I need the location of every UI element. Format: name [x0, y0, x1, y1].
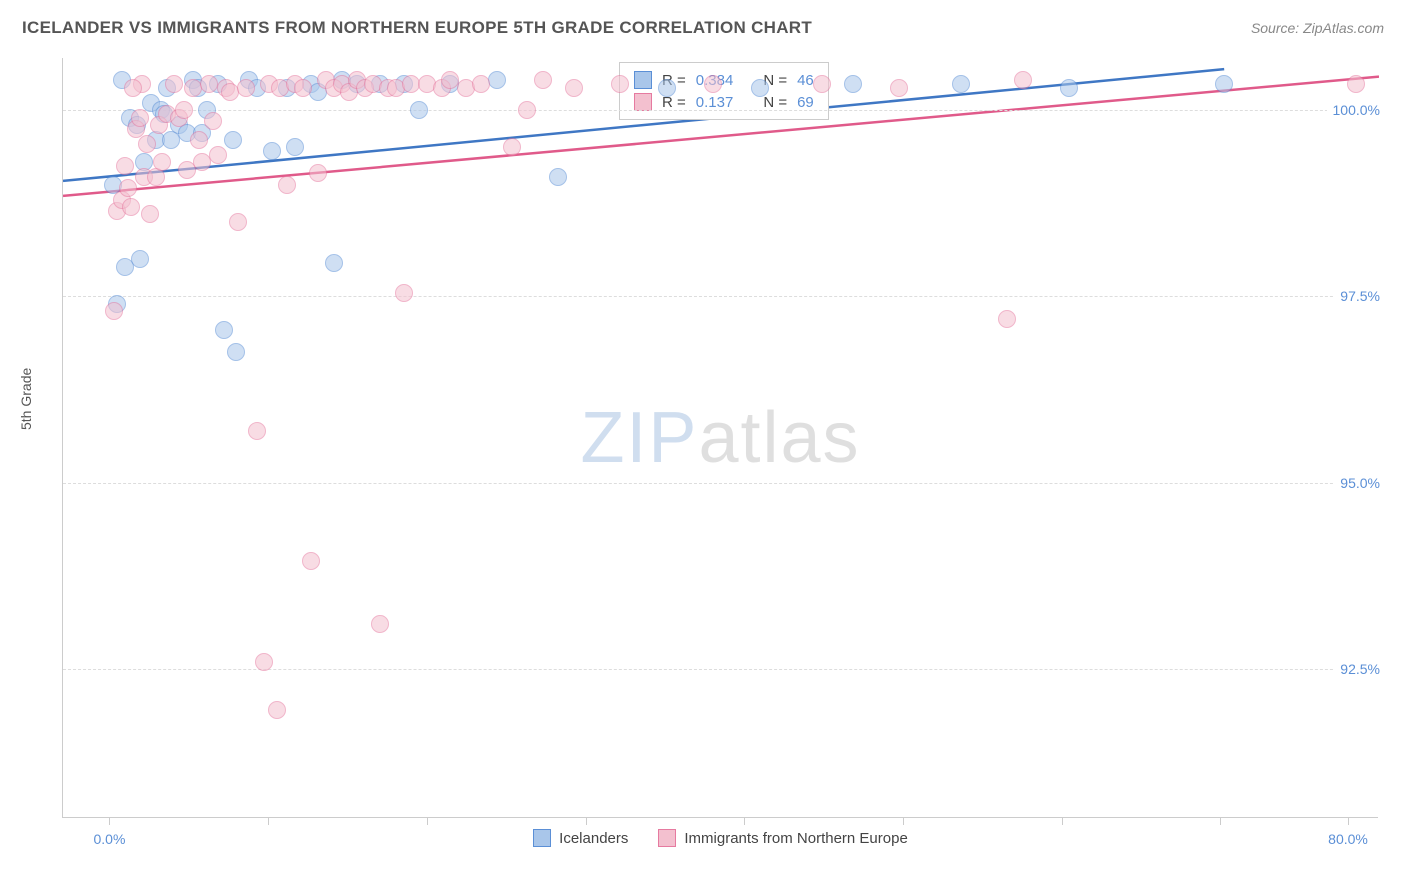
x-tick — [586, 817, 587, 825]
watermark: ZIPatlas — [580, 397, 860, 479]
data-point-immigrants — [105, 302, 123, 320]
legend-swatch-icelanders — [533, 829, 551, 847]
watermark-zip: ZIP — [580, 398, 698, 478]
correlation-legend: R =0.384N =46R =0.137N =69 — [619, 62, 829, 120]
data-point-icelanders — [224, 131, 242, 149]
data-point-immigrants — [138, 135, 156, 153]
x-tick — [427, 817, 428, 825]
gridline-h — [63, 483, 1378, 484]
data-point-icelanders — [952, 75, 970, 93]
data-point-immigrants — [116, 157, 134, 175]
data-point-immigrants — [611, 75, 629, 93]
data-point-immigrants — [200, 75, 218, 93]
r-value: 0.137 — [696, 94, 734, 111]
data-point-immigrants — [1347, 75, 1365, 93]
data-point-immigrants — [268, 701, 286, 719]
swatch-icelanders — [634, 71, 652, 89]
data-point-immigrants — [998, 310, 1016, 328]
y-tick-label: 97.5% — [1334, 288, 1380, 304]
x-tick — [1220, 817, 1221, 825]
legend-item-immigrants[interactable]: Immigrants from Northern Europe — [658, 829, 907, 847]
data-point-icelanders — [488, 71, 506, 89]
data-point-immigrants — [209, 146, 227, 164]
data-point-immigrants — [309, 164, 327, 182]
data-point-immigrants — [704, 75, 722, 93]
n-label: N = — [763, 94, 787, 111]
scatter-plot: ZIPatlas R =0.384N =46R =0.137N =69 Icel… — [62, 58, 1378, 818]
data-point-icelanders — [844, 75, 862, 93]
data-point-immigrants — [237, 79, 255, 97]
data-point-icelanders — [227, 343, 245, 361]
legend-label: Icelanders — [559, 830, 628, 847]
y-tick-label: 95.0% — [1334, 475, 1380, 491]
data-point-immigrants — [813, 75, 831, 93]
data-point-icelanders — [658, 79, 676, 97]
data-point-immigrants — [141, 205, 159, 223]
data-point-icelanders — [215, 321, 233, 339]
data-point-immigrants — [890, 79, 908, 97]
legend-swatch-immigrants — [658, 829, 676, 847]
data-point-immigrants — [371, 615, 389, 633]
data-point-icelanders — [1215, 75, 1233, 93]
swatch-immigrants — [634, 93, 652, 111]
data-point-immigrants — [190, 131, 208, 149]
data-point-immigrants — [294, 79, 312, 97]
data-point-immigrants — [518, 101, 536, 119]
data-point-immigrants — [302, 552, 320, 570]
x-tick-label: 80.0% — [1328, 831, 1368, 847]
data-point-immigrants — [395, 284, 413, 302]
series-legend: Icelanders Immigrants from Northern Europ… — [63, 829, 1378, 847]
data-point-icelanders — [286, 138, 304, 156]
data-point-immigrants — [1014, 71, 1032, 89]
n-value: 69 — [797, 94, 814, 111]
data-point-immigrants — [119, 179, 137, 197]
data-point-immigrants — [248, 422, 266, 440]
data-point-immigrants — [534, 71, 552, 89]
x-tick — [903, 817, 904, 825]
data-point-immigrants — [165, 75, 183, 93]
legend-item-icelanders[interactable]: Icelanders — [533, 829, 628, 847]
x-tick-label: 0.0% — [93, 831, 125, 847]
data-point-icelanders — [751, 79, 769, 97]
data-point-immigrants — [131, 109, 149, 127]
y-tick-label: 92.5% — [1334, 661, 1380, 677]
data-point-immigrants — [204, 112, 222, 130]
data-point-immigrants — [153, 153, 171, 171]
data-point-icelanders — [1060, 79, 1078, 97]
data-point-icelanders — [131, 250, 149, 268]
data-point-immigrants — [122, 198, 140, 216]
data-point-icelanders — [263, 142, 281, 160]
data-point-immigrants — [229, 213, 247, 231]
x-tick — [268, 817, 269, 825]
title-bar: ICELANDER VS IMMIGRANTS FROM NORTHERN EU… — [22, 18, 1384, 38]
y-tick-label: 100.0% — [1327, 102, 1380, 118]
data-point-icelanders — [325, 254, 343, 272]
watermark-atlas: atlas — [698, 398, 860, 478]
y-axis-label: 5th Grade — [18, 368, 34, 430]
x-tick — [1348, 817, 1349, 825]
data-point-immigrants — [124, 79, 142, 97]
data-point-immigrants — [175, 101, 193, 119]
legend-label: Immigrants from Northern Europe — [684, 830, 907, 847]
gridline-h — [63, 296, 1378, 297]
data-point-immigrants — [278, 176, 296, 194]
x-tick — [109, 817, 110, 825]
source-label: Source: ZipAtlas.com — [1251, 20, 1384, 36]
data-point-immigrants — [472, 75, 490, 93]
data-point-immigrants — [503, 138, 521, 156]
data-point-immigrants — [255, 653, 273, 671]
data-point-immigrants — [565, 79, 583, 97]
x-tick — [744, 817, 745, 825]
chart-title: ICELANDER VS IMMIGRANTS FROM NORTHERN EU… — [22, 18, 812, 38]
data-point-icelanders — [549, 168, 567, 186]
data-point-icelanders — [410, 101, 428, 119]
gridline-h — [63, 110, 1378, 111]
n-value: 46 — [797, 72, 814, 89]
x-tick — [1062, 817, 1063, 825]
